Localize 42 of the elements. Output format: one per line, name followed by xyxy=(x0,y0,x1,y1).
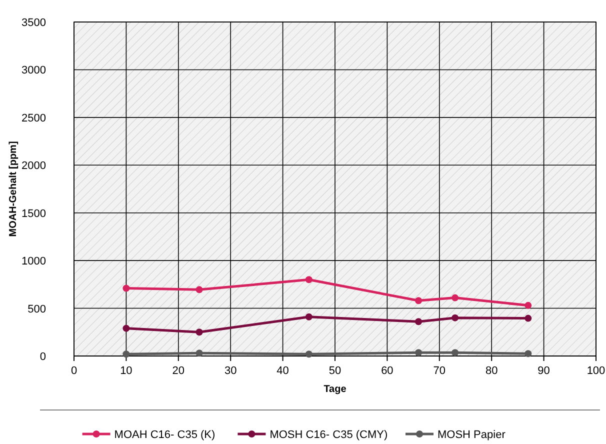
y-tick-label: 500 xyxy=(28,303,46,316)
x-tick-label: 90 xyxy=(538,365,550,377)
y-tick-label: 1000 xyxy=(22,256,46,268)
point xyxy=(305,276,312,284)
point xyxy=(524,314,532,322)
point xyxy=(452,314,459,322)
x-tick-label: 70 xyxy=(433,365,446,377)
point xyxy=(415,318,422,326)
point xyxy=(415,349,422,356)
legend-label: MOSH Papier xyxy=(438,429,506,441)
y-tick-label: 3500 xyxy=(22,17,46,29)
point xyxy=(524,350,532,358)
point xyxy=(122,350,130,358)
y-tick-label: 3000 xyxy=(22,64,46,77)
x-tick-label: 0 xyxy=(70,365,78,377)
point xyxy=(122,284,130,292)
x-tick-label: 40 xyxy=(276,365,289,377)
x-tick-label: 10 xyxy=(120,365,132,377)
y-tick-label: 2000 xyxy=(22,160,46,172)
point xyxy=(452,294,459,302)
y-axis-title: MOAH-Gehalt [ppm] xyxy=(8,141,19,237)
x-tick-label: 50 xyxy=(328,365,342,377)
point xyxy=(196,286,203,294)
legend-label: MOSH C16- C35 (CMY) xyxy=(270,429,388,441)
point xyxy=(415,297,422,304)
x-tick-label: 20 xyxy=(172,365,185,377)
y-tick-label: 2500 xyxy=(22,112,46,124)
y-tick-label: 0 xyxy=(40,351,46,363)
x-tick-label: 100 xyxy=(586,365,606,377)
x-tick-label: 30 xyxy=(224,365,237,377)
point xyxy=(305,350,312,358)
y-tick-label: 1500 xyxy=(22,208,46,220)
point xyxy=(524,302,532,309)
point xyxy=(122,324,130,332)
legend-label: MOAH C16- C35 (K) xyxy=(114,429,216,441)
x-tick-label: 80 xyxy=(485,365,498,377)
x-tick-label: 60 xyxy=(381,365,394,377)
point xyxy=(196,328,203,336)
point xyxy=(305,313,312,320)
point xyxy=(196,350,203,357)
point xyxy=(452,349,459,356)
x-axis-title: Tage xyxy=(324,384,347,395)
